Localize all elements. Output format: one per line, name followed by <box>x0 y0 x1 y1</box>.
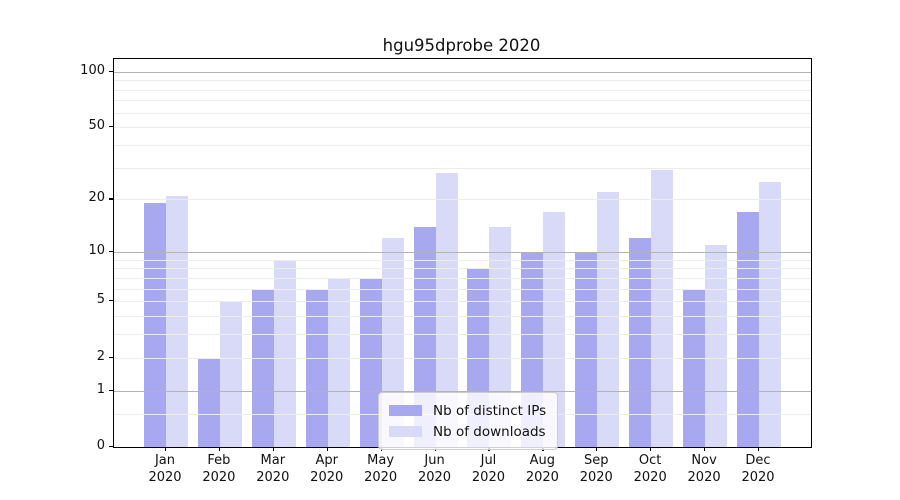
x-tick-month-nov: Nov <box>691 453 717 468</box>
x-tick-mark-sep <box>596 447 598 451</box>
x-tick-month-jan: Jan <box>154 453 176 468</box>
legend-entry-distinct-ips: Nb of distinct IPs <box>389 400 546 421</box>
x-tick-label-mar: Mar 2020 <box>238 453 308 486</box>
x-tick-month-jul: Jul <box>480 453 497 468</box>
bar-downloads-feb <box>219 301 242 447</box>
bar-distinct-ips-may <box>359 277 382 447</box>
bar-distinct-ips-apr <box>305 288 328 447</box>
y-tick-mark-100 <box>109 70 113 72</box>
bar-distinct-ips-jan <box>144 203 166 447</box>
x-tick-label-sep: Sep 2020 <box>561 453 631 486</box>
bar-distinct-ips-mar <box>251 288 274 447</box>
y-tick-label-5: 5 <box>96 292 105 308</box>
x-tick-month-sep: Sep <box>584 453 609 468</box>
x-tick-label-feb: Feb 2020 <box>184 453 254 486</box>
x-tick-label-may: May 2020 <box>346 453 416 486</box>
x-tick-label-oct: Oct 2020 <box>615 453 685 486</box>
bar-distinct-ips-oct <box>629 238 652 447</box>
bar-downloads-aug <box>543 211 566 447</box>
x-tick-month-apr: Apr <box>315 453 338 468</box>
y-tick-mark-50 <box>109 126 113 128</box>
x-tick-year-may: 2020 <box>364 469 398 485</box>
x-tick-month-jun: Jun <box>424 453 445 468</box>
x-tick-label-jun: Jun 2020 <box>400 453 470 486</box>
bar-downloads-mar <box>273 259 296 447</box>
x-tick-month-aug: Aug <box>529 453 556 468</box>
bar-distinct-ips-dec <box>737 211 759 447</box>
bar-distinct-ips-feb <box>197 357 220 447</box>
legend-label-distinct-ips: Nb of distinct IPs <box>433 402 547 419</box>
legend: Nb of distinct IPs Nb of downloads <box>378 392 559 450</box>
x-tick-label-apr: Apr 2020 <box>292 453 362 486</box>
x-tick-label-jan: Jan 2020 <box>130 453 200 486</box>
x-tick-year-feb: 2020 <box>202 469 236 485</box>
x-tick-month-mar: Mar <box>260 453 286 468</box>
bar-downloads-dec <box>759 182 781 447</box>
x-tick-year-jul: 2020 <box>471 469 505 485</box>
bar-downloads-sep <box>597 192 620 447</box>
bar-downloads-nov <box>705 244 728 447</box>
x-tick-month-oct: Oct <box>638 453 662 468</box>
y-tick-label-10: 10 <box>88 242 105 258</box>
x-tick-label-aug: Aug 2020 <box>507 453 577 486</box>
bar-downloads-oct <box>651 170 674 447</box>
y-tick-label-50: 50 <box>88 118 105 134</box>
bar-downloads-apr <box>327 277 350 447</box>
y-tick-mark-5 <box>109 300 113 302</box>
x-tick-label-dec: Dec 2020 <box>723 453 793 486</box>
y-tick-mark-20 <box>109 198 113 200</box>
y-tick-label-0: 0 <box>96 438 105 453</box>
y-tick-mark-1 <box>109 389 113 391</box>
x-tick-mark-dec <box>758 447 760 451</box>
x-tick-month-feb: Feb <box>207 453 231 468</box>
y-tick-label-100: 100 <box>80 62 105 78</box>
x-tick-year-dec: 2020 <box>741 469 775 485</box>
y-tick-label-2: 2 <box>96 348 105 364</box>
x-tick-year-aug: 2020 <box>525 469 559 485</box>
x-tick-label-jul: Jul 2020 <box>453 453 523 486</box>
x-tick-month-may: May <box>367 453 395 468</box>
bars-layer <box>114 59 811 447</box>
legend-entry-downloads: Nb of downloads <box>389 421 546 442</box>
x-tick-year-jun: 2020 <box>417 469 452 485</box>
x-tick-mark-oct <box>650 447 652 451</box>
y-tick-mark-0 <box>109 446 113 448</box>
x-tick-year-jan: 2020 <box>148 469 182 485</box>
x-tick-year-mar: 2020 <box>256 469 290 485</box>
legend-label-downloads: Nb of downloads <box>433 423 546 440</box>
x-tick-mark-apr <box>326 447 328 451</box>
bar-distinct-ips-jun <box>413 226 436 447</box>
x-tick-mark-nov <box>704 447 706 451</box>
y-tick-label-20: 20 <box>88 190 105 206</box>
chart-title: hgu95dprobe 2020 <box>382 36 541 55</box>
bar-downloads-jul <box>489 226 512 447</box>
y-tick-mark-10 <box>109 250 113 253</box>
y-tick-mark-2 <box>109 356 113 358</box>
y-tick-label-1: 1 <box>96 381 105 397</box>
bar-downloads-jun <box>435 173 458 447</box>
bar-downloads-jan <box>166 195 188 447</box>
x-tick-label-nov: Nov 2020 <box>669 453 739 486</box>
x-tick-month-dec: Dec <box>745 453 771 468</box>
x-tick-mark-feb <box>218 447 221 451</box>
x-tick-year-sep: 2020 <box>579 469 613 485</box>
bar-distinct-ips-nov <box>683 288 706 447</box>
x-tick-year-nov: 2020 <box>687 469 721 485</box>
x-tick-mark-jan <box>165 447 167 451</box>
plot-area <box>113 58 812 448</box>
x-tick-mark-mar <box>272 447 274 451</box>
bar-distinct-ips-sep <box>575 251 598 447</box>
legend-swatch-distinct-ips <box>389 405 422 416</box>
x-tick-year-oct: 2020 <box>633 469 667 485</box>
legend-swatch-downloads <box>389 426 422 437</box>
x-tick-year-apr: 2020 <box>310 469 344 485</box>
